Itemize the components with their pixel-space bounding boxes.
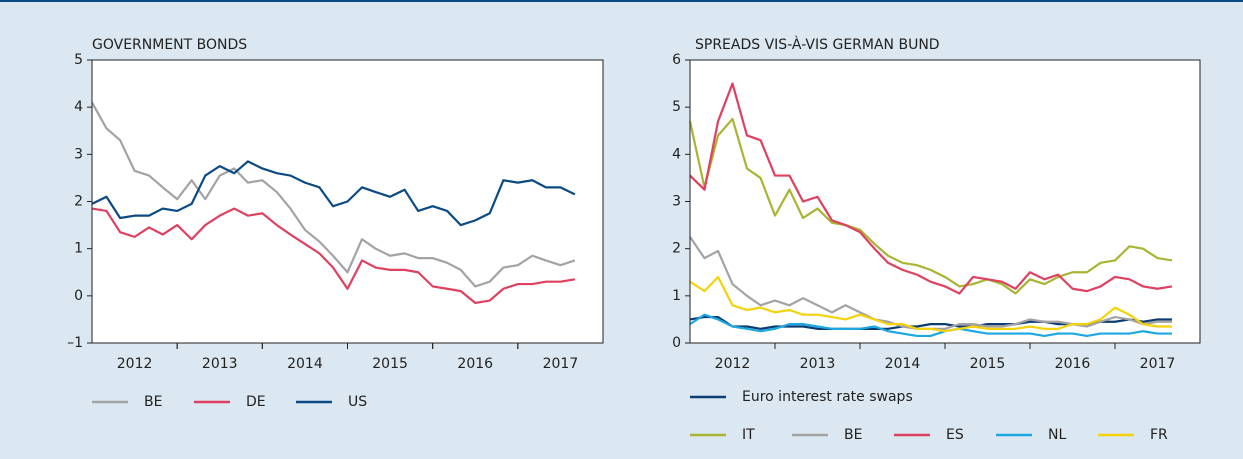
chart-title: GOVERNMENT BONDS (92, 37, 247, 53)
x-tick-label: 2017 (1140, 356, 1176, 372)
plot-area (690, 60, 1200, 343)
legend-label: BE (144, 394, 162, 410)
line (689, 82, 1173, 295)
y-tick-label: 0 (74, 288, 83, 304)
x-tick-label: 2015 (970, 356, 1006, 372)
y-tick-label: 2 (672, 241, 681, 257)
plot-frame (91, 59, 604, 344)
plot-frame (689, 59, 1201, 344)
y-tick-label: 2 (74, 194, 83, 210)
x-tick-label: 2014 (287, 356, 323, 372)
y-tick-label: 4 (74, 99, 83, 115)
x-tick-label: 2013 (202, 356, 238, 372)
legend-label: DE (246, 394, 266, 410)
line (91, 207, 576, 305)
line (91, 160, 576, 227)
x-tick-label: 2016 (1055, 356, 1091, 372)
line (91, 101, 576, 288)
x-tick-label: 2012 (715, 356, 751, 372)
y-tick-label: 5 (672, 99, 681, 115)
y-tick-label: 3 (672, 194, 681, 210)
y-tick-label: 3 (74, 146, 83, 162)
x-tick-label: 2017 (543, 356, 579, 372)
y-tick-label: 1 (74, 241, 83, 257)
top-rule (0, 0, 1243, 2)
line (688, 117, 1173, 295)
y-tick-label: 4 (672, 146, 681, 162)
line (689, 313, 1172, 338)
y-tick-label: 6 (672, 52, 681, 68)
x-tick-label: 2015 (372, 356, 408, 372)
line (689, 275, 1172, 333)
legend-label: BE (844, 427, 862, 443)
y-tick-label: 1 (672, 288, 681, 304)
x-tick-label: 2012 (117, 356, 153, 372)
y-tick-label: –1 (67, 335, 83, 351)
legend-label: Euro interest rate swaps (742, 389, 913, 405)
chart-title: SPREADS VIS-À-VIS GERMAN BUND (695, 36, 940, 53)
legend-label: IT (742, 427, 755, 443)
x-tick-label: 2014 (885, 356, 921, 372)
legend-label: NL (1048, 427, 1066, 443)
legend-label: ES (946, 427, 964, 443)
y-tick-label: 5 (74, 52, 83, 68)
legend-label: FR (1150, 427, 1168, 443)
y-tick-label: 0 (672, 335, 681, 351)
x-tick-label: 2013 (800, 356, 836, 372)
x-tick-label: 2016 (457, 356, 493, 372)
legend-label: US (348, 394, 367, 410)
